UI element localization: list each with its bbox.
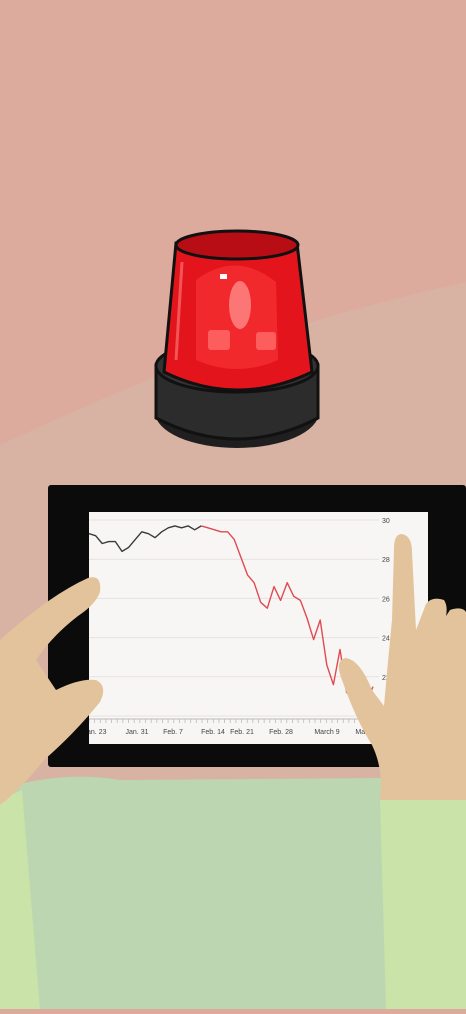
x-tick-label: Feb. 7 — [163, 729, 183, 736]
torso — [0, 776, 466, 1009]
y-tick-label: 28 — [382, 557, 390, 564]
y-tick-label: 24 — [382, 636, 390, 643]
y-tick-label: 26 — [382, 596, 390, 603]
x-tick-label: March 16 — [355, 729, 384, 736]
x-tick-label: Jan. 31 — [126, 729, 149, 736]
x-axis: Jan. 23 Jan. 31 Feb. 7 Feb. 14 Feb. 21 Feb. 2… — [89, 718, 428, 736]
series-line-alert — [201, 525, 374, 711]
x-tick-label: Feb. 14 — [201, 729, 225, 736]
chart-grid — [89, 519, 379, 717]
y-tick-label: 22 — [382, 675, 390, 682]
x-tick-label: Feb. 21 — [230, 729, 254, 736]
y-tick-label: 30 — [382, 518, 390, 525]
siren-icon — [154, 229, 320, 448]
x-tick-label: March 9 — [314, 729, 339, 736]
x-tick-label: Feb. 28 — [269, 729, 293, 736]
chart-series — [89, 525, 374, 711]
x-tick-label: Jan. 23 — [89, 729, 107, 736]
series-line-normal — [89, 525, 202, 553]
